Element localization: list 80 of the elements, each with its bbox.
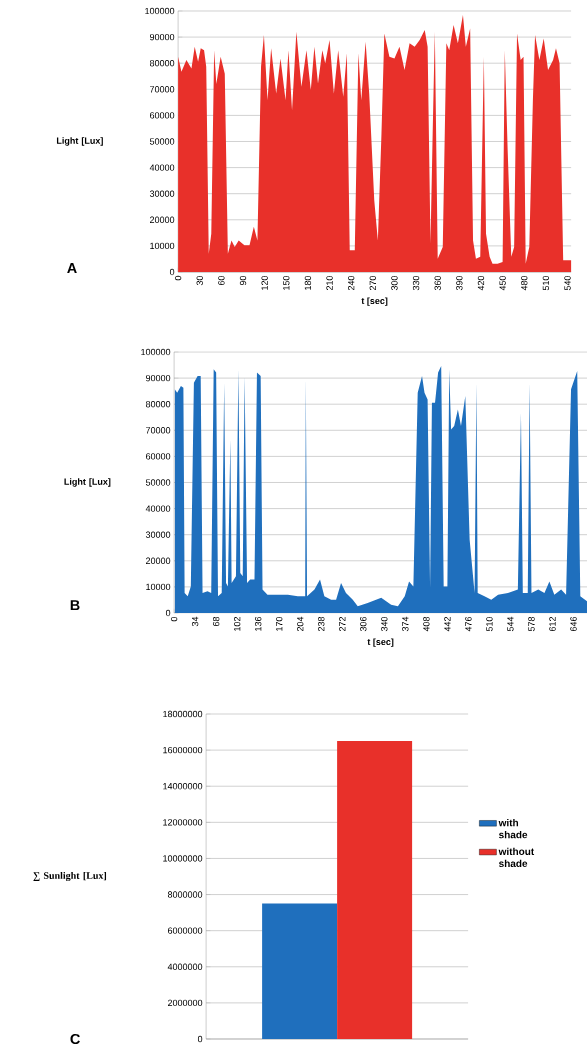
x-tick-label: 180 bbox=[304, 275, 312, 290]
y-tick-label: 100000 bbox=[141, 348, 171, 356]
y-tick-label: 20000 bbox=[149, 216, 175, 223]
x-tick-label: 270 bbox=[369, 275, 376, 291]
y-axis-title: Light [Lux] bbox=[64, 478, 111, 487]
y-tick-label: 16000000 bbox=[163, 746, 203, 754]
legend-label: with shade bbox=[498, 818, 528, 839]
x-tick-label: 480 bbox=[521, 275, 528, 291]
x-tick-label: 60 bbox=[218, 275, 225, 286]
text: A bbox=[67, 263, 77, 274]
y-tick-label: 70000 bbox=[149, 86, 175, 93]
y-tick-label: 80000 bbox=[149, 60, 175, 67]
x-tick-label: 360 bbox=[434, 275, 441, 291]
x-tick-label: 34 bbox=[191, 616, 199, 627]
x-tick-label: 90 bbox=[239, 275, 247, 286]
x-tick-label: 150 bbox=[283, 275, 290, 290]
x-tick-label: 120 bbox=[261, 275, 268, 290]
y-tick-label: 40000 bbox=[149, 164, 175, 171]
y-tick-label: 14000000 bbox=[163, 783, 203, 790]
x-axis-title: t [sec] bbox=[361, 297, 388, 306]
y-tick-label: 60000 bbox=[149, 112, 175, 119]
y-tick-label: 90000 bbox=[149, 33, 175, 41]
x-tick-label: 374 bbox=[402, 616, 409, 632]
y-tick-label: 10000000 bbox=[163, 855, 203, 862]
y-tick-label: 50000 bbox=[145, 479, 171, 486]
x-tick-label: 612 bbox=[549, 616, 556, 632]
y-tick-label: 80000 bbox=[145, 401, 171, 408]
y-axis-title: Light [Lux] bbox=[56, 137, 103, 146]
y-tick-label: 10000 bbox=[146, 583, 171, 591]
x-tick-label: 340 bbox=[381, 616, 388, 632]
x-tick-label: 510 bbox=[542, 275, 550, 291]
x-tick-label: 102 bbox=[233, 616, 241, 631]
text: C bbox=[70, 1033, 80, 1045]
x-tick-label: 30 bbox=[196, 275, 203, 286]
text: B bbox=[70, 600, 80, 611]
x-tick-label: 272 bbox=[339, 616, 346, 632]
x-tick-label: 544 bbox=[507, 616, 514, 632]
y-tick-label: 12000000 bbox=[163, 819, 203, 826]
x-tick-label: 420 bbox=[477, 275, 485, 291]
x-axis-title: t [sec] bbox=[367, 638, 394, 647]
x-tick-label: 300 bbox=[391, 275, 398, 291]
x-tick-label: 68 bbox=[212, 616, 220, 627]
x-tick-label: 540 bbox=[564, 275, 571, 291]
y-tick-label: 2000000 bbox=[167, 999, 203, 1007]
x-tick-label: 136 bbox=[254, 616, 262, 631]
x-tick-label: 390 bbox=[456, 275, 463, 291]
y-tick-label: 70000 bbox=[145, 427, 171, 434]
x-tick-label: 578 bbox=[528, 616, 535, 632]
x-tick-label: 0 bbox=[174, 275, 182, 281]
y-tick-label: 8000000 bbox=[167, 891, 203, 898]
x-tick-label: 240 bbox=[347, 275, 355, 291]
x-tick-label: 646 bbox=[570, 616, 577, 632]
x-tick-label: 408 bbox=[423, 616, 430, 632]
x-tick-label: 330 bbox=[412, 275, 420, 291]
legend-label: without shade bbox=[498, 847, 535, 868]
y-tick-label: 6000000 bbox=[167, 927, 203, 934]
y-tick-label: 18000000 bbox=[163, 710, 203, 718]
x-tick-label: 306 bbox=[360, 616, 367, 632]
y-tick-label: 60000 bbox=[145, 453, 171, 460]
y-tick-label: 50000 bbox=[149, 138, 175, 145]
x-tick-label: 476 bbox=[465, 616, 472, 632]
y-tick-label: 0 bbox=[165, 609, 171, 617]
y-tick-label: 90000 bbox=[145, 374, 171, 382]
x-tick-label: 510 bbox=[486, 616, 493, 632]
x-tick-label: 170 bbox=[275, 616, 283, 631]
y-tick-label: 4000000 bbox=[167, 963, 203, 970]
y-tick-label: 20000 bbox=[145, 557, 171, 564]
x-tick-label: 210 bbox=[326, 275, 333, 291]
x-tick-label: 238 bbox=[318, 616, 325, 632]
y-tick-label: 40000 bbox=[145, 505, 171, 512]
y-tick-label: 10000 bbox=[150, 242, 175, 250]
y-tick-label: 30000 bbox=[149, 190, 175, 197]
y-tick-label: 0 bbox=[197, 1035, 203, 1043]
y-axis-title: ∑ Sunlight [Lux] bbox=[33, 871, 106, 882]
y-tick-label: 100000 bbox=[145, 7, 175, 15]
x-tick-label: 204 bbox=[297, 616, 304, 632]
x-tick-label: 442 bbox=[444, 616, 451, 632]
y-tick-label: 30000 bbox=[145, 531, 171, 538]
x-tick-label: 450 bbox=[499, 275, 506, 291]
y-tick-label: 0 bbox=[169, 268, 175, 276]
